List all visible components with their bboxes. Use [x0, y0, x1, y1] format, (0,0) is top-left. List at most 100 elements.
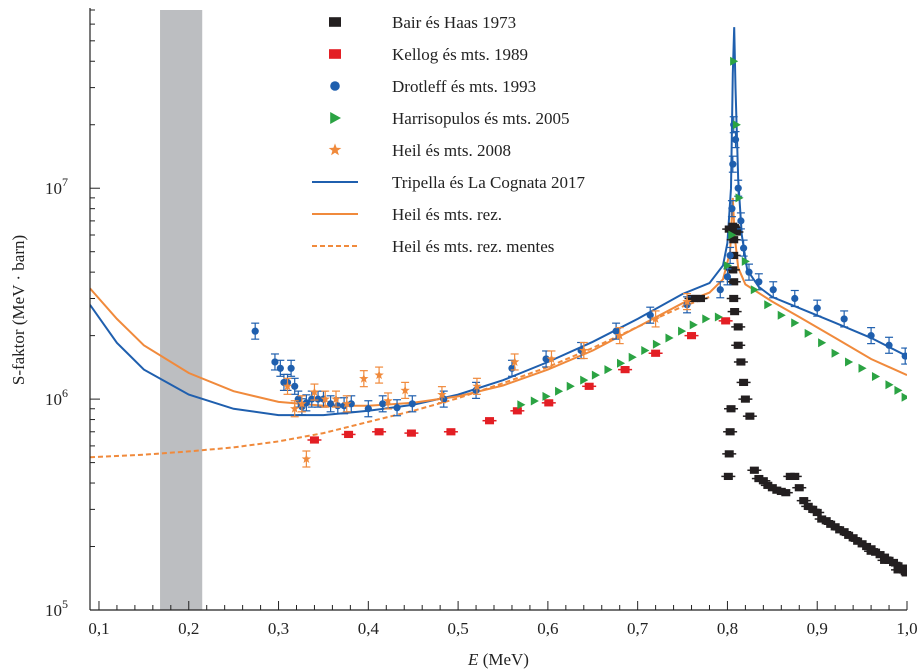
data-point: [314, 395, 322, 403]
data-point: [804, 328, 813, 338]
data-point: [617, 358, 626, 368]
data-point: [682, 296, 692, 306]
legend-label: Harrisopulos és mts. 2005: [392, 109, 570, 128]
data-point: [331, 394, 341, 404]
curve-heil-es-mts-rez-mentes: [90, 296, 710, 459]
legend-label: Heil és mts. rez.: [392, 205, 502, 224]
series-drotleff-es-mts-1993: [251, 116, 907, 418]
data-point: [732, 120, 741, 130]
x-tick-label: 0,7: [627, 619, 649, 638]
legend-item-kellog-es-mts-1989: Kellog és mts. 1989: [329, 45, 528, 64]
data-point: [812, 508, 822, 517]
data-point: [745, 268, 753, 276]
data-point: [579, 345, 589, 355]
data-point: [755, 278, 763, 286]
data-point: [485, 417, 495, 425]
data-point: [702, 314, 711, 324]
data-point: [383, 396, 393, 405]
data-point: [739, 378, 749, 387]
data-point: [730, 56, 739, 66]
data-point: [894, 385, 903, 395]
data-point: [794, 484, 804, 492]
data-point: [591, 370, 600, 380]
data-point: [791, 294, 799, 303]
data-point: [840, 315, 848, 323]
legend-swatch: [330, 81, 340, 91]
data-point: [885, 341, 893, 349]
data-point: [665, 333, 674, 343]
data-point: [472, 381, 482, 391]
x-axis-label-unit: (MeV): [478, 650, 529, 669]
series-heil-es-mts-2008: [282, 292, 692, 468]
data-point: [297, 398, 307, 408]
data-point: [542, 355, 550, 363]
legend-label: Heil és mts. rez. mentes: [392, 237, 554, 256]
data-point: [566, 381, 575, 391]
data-point: [652, 339, 662, 349]
data-point: [728, 266, 738, 274]
data-point: [733, 323, 743, 331]
data-point: [893, 566, 903, 574]
data-point: [726, 251, 734, 260]
x-tick-label: 1,0: [896, 619, 917, 638]
data-point: [764, 300, 773, 310]
data-point: [901, 569, 907, 577]
data-point: [512, 407, 522, 415]
legend-swatch: [329, 17, 341, 27]
data-point: [544, 399, 554, 407]
y-axis-label: S-faktor (MeV · barn): [9, 235, 28, 385]
data-point: [580, 375, 589, 385]
data-point: [721, 317, 731, 325]
data-point: [374, 370, 384, 380]
x-tick-label: 0,4: [358, 619, 380, 638]
data-point: [799, 497, 809, 505]
x-axis-label: E (MeV): [467, 650, 529, 669]
x-axis-ticks: 0,1 0,2 0,3 0,4 0,5 0,6 0,7 0,8 0,9 1,0: [88, 601, 918, 638]
data-point: [510, 357, 520, 366]
shaded-band-layer: [160, 10, 203, 610]
legend-label: Kellog és mts. 1989: [392, 45, 528, 64]
data-point: [251, 327, 259, 335]
legend: Bair és Haas 1973 Kellog és mts. 1989 Drot…: [312, 13, 585, 256]
data-point: [646, 311, 654, 319]
data-point: [885, 380, 894, 390]
points-layer: [251, 56, 907, 577]
legend-label: Tripella és La Cognata 2017: [392, 173, 585, 192]
data-point: [406, 429, 416, 437]
data-point: [302, 399, 310, 407]
data-point: [769, 286, 777, 294]
data-point: [740, 244, 748, 252]
data-point: [408, 400, 416, 408]
data-point: [737, 217, 745, 225]
data-point: [723, 472, 733, 481]
data-point: [729, 294, 739, 303]
data-point: [731, 228, 741, 236]
data-point: [290, 403, 300, 413]
x-tick-label: 0,6: [537, 619, 558, 638]
data-point: [374, 428, 384, 436]
data-point: [287, 364, 295, 372]
legend-swatch: [329, 49, 341, 59]
data-point: [650, 314, 661, 323]
data-point: [777, 310, 786, 320]
data-point: [714, 312, 723, 322]
legend-swatch: [330, 112, 341, 124]
data-point: [716, 286, 724, 294]
legend-item-heil-es-mts-rez: Heil és mts. rez.: [312, 205, 502, 224]
data-point: [740, 395, 750, 403]
curve-heil-es-mts-rez: [90, 197, 907, 407]
x-tick-label: 0,1: [88, 619, 109, 638]
y-tick-label: 107: [45, 175, 68, 198]
data-point: [271, 358, 279, 366]
data-point: [689, 320, 698, 330]
data-point: [687, 332, 697, 340]
x-tick-label: 0,3: [268, 619, 289, 638]
data-point: [741, 256, 750, 266]
data-point: [364, 405, 372, 413]
data-point: [867, 332, 875, 340]
data-point: [736, 358, 746, 366]
series-bair-es-haas-1973: [684, 222, 907, 577]
y-tick-label: 105: [45, 597, 68, 620]
data-point: [726, 405, 736, 413]
data-point: [730, 224, 740, 232]
